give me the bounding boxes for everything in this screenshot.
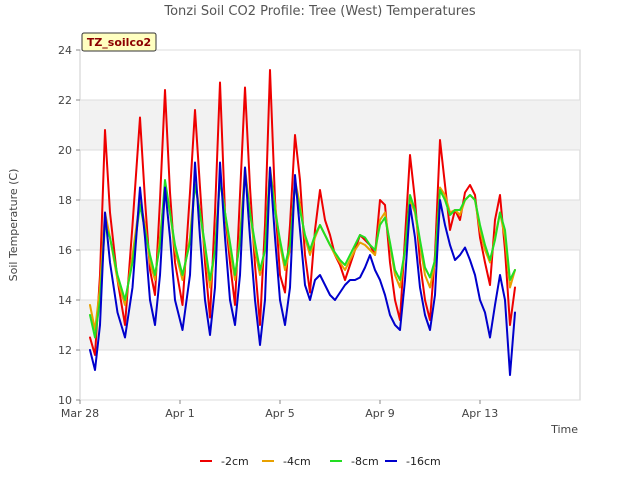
y-tick-label: 16 — [58, 244, 72, 257]
chart-title: Tonzi Soil CO2 Profile: Tree (West) Temp… — [163, 4, 476, 19]
x-tick-label: Apr 5 — [265, 407, 295, 420]
grid-band — [80, 100, 580, 150]
x-axis-label: Time — [550, 423, 578, 436]
y-tick-label: 12 — [58, 344, 72, 357]
x-ticks: Mar 28 Apr 1 Apr 5 Apr 9 Apr 13 — [61, 400, 498, 420]
x-tick-label: Apr 1 — [165, 407, 195, 420]
y-tick-label: 10 — [58, 394, 72, 407]
legend: -2cm -4cm -8cm -16cm — [200, 455, 441, 468]
grid-band — [80, 300, 580, 350]
y-tick-label: 22 — [58, 94, 72, 107]
x-tick-label: Apr 13 — [462, 407, 499, 420]
x-tick-label: Mar 28 — [61, 407, 99, 420]
x-tick-label: Apr 9 — [365, 407, 395, 420]
y-tick-label: 14 — [58, 294, 72, 307]
legend-label: -16cm — [406, 455, 441, 468]
legend-label: -4cm — [283, 455, 311, 468]
station-badge-box — [81, 32, 157, 52]
station-badge-label: TZ_soilco2 — [87, 36, 151, 49]
y-axis-label: Soil Temperature (C) — [7, 169, 20, 282]
series-line-8cm — [89, 169, 516, 339]
legend-label: -2cm — [221, 455, 249, 468]
y-ticks: 10 12 14 16 18 20 22 24 — [58, 44, 80, 407]
y-tick-label: 18 — [58, 194, 72, 207]
station-badge: TZ_soilco2 — [81, 32, 157, 52]
series-line-16cm — [89, 161, 516, 376]
y-tick-label: 24 — [58, 44, 72, 57]
series-lines — [89, 69, 516, 376]
y-tick-label: 20 — [58, 144, 72, 157]
legend-label: -8cm — [351, 455, 379, 468]
